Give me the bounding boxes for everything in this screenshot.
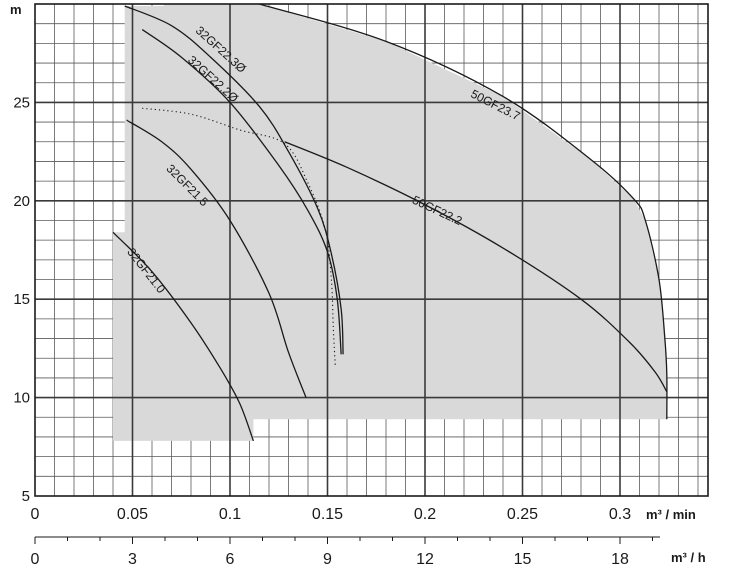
x-tick-label: 0 xyxy=(31,506,40,523)
x-tick-label: 0.15 xyxy=(312,506,343,523)
x2-tick-label: 12 xyxy=(416,551,434,568)
x-tick-label: 0.1 xyxy=(219,506,241,523)
x-tick-label: 0.25 xyxy=(507,506,538,523)
curve-32gf21-0 xyxy=(112,231,255,442)
x2-tick-label: 18 xyxy=(611,551,629,568)
curve-32gf22-3- xyxy=(124,5,344,355)
major-grid xyxy=(35,4,708,496)
y-tick-label: 15 xyxy=(13,291,30,308)
plot-frame xyxy=(34,3,709,497)
y-tick-label: 25 xyxy=(13,94,30,111)
pump-curves xyxy=(112,3,668,442)
x-tick-label: 0.2 xyxy=(414,506,436,523)
x2-tick-label: 9 xyxy=(323,551,332,568)
x-tick-label: 0.05 xyxy=(117,506,148,523)
x-tick-label: 0.3 xyxy=(609,506,631,523)
y-unit-label: m xyxy=(10,2,22,17)
secondary-x-axis: 0 3 6 9 12 15 18 xyxy=(31,536,660,568)
x2-unit-label: m³ / h xyxy=(671,550,706,565)
curve-32gf21-5 xyxy=(126,119,307,398)
x-unit-label: m³ / min xyxy=(646,507,696,522)
curve-50gf22-2 xyxy=(284,141,668,393)
operating-region xyxy=(113,4,667,441)
y-tick-label: 5 xyxy=(22,488,30,505)
y-tick-label: 20 xyxy=(13,193,30,210)
curve-50gf23-7 xyxy=(259,3,668,420)
x-tick-labels: 0 0.05 0.1 0.15 0.2 0.25 0.3 xyxy=(31,506,632,523)
x2-tick-label: 0 xyxy=(31,551,40,568)
y-tick-labels: 5 10 15 20 25 xyxy=(13,94,30,505)
x2-tick-label: 15 xyxy=(514,551,532,568)
x2-tick-label: 3 xyxy=(128,551,137,568)
y-tick-label: 10 xyxy=(13,390,30,407)
curve-32gf22-2- xyxy=(141,29,342,355)
dotted-curve xyxy=(142,107,336,367)
x2-tick-label: 6 xyxy=(226,551,235,568)
